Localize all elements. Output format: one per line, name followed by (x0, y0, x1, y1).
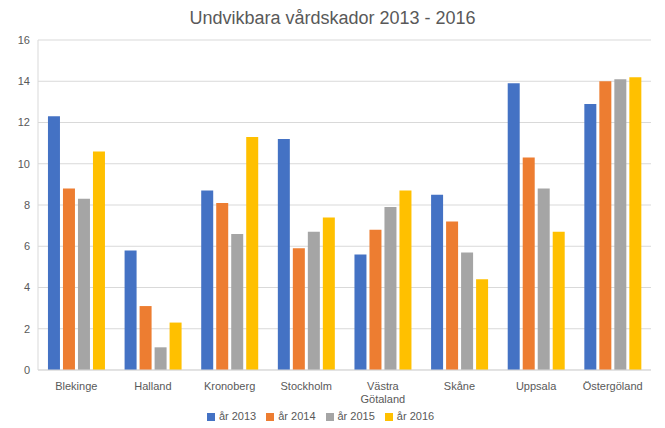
svg-text:Stockholm: Stockholm (281, 380, 332, 392)
svg-text:Skåne: Skåne (444, 380, 475, 392)
svg-text:Uppsala: Uppsala (516, 380, 557, 392)
svg-text:Halland: Halland (134, 380, 171, 392)
svg-text:Kronoberg: Kronoberg (204, 380, 255, 392)
html-text:år 2014: år 2014 (278, 410, 316, 422)
svg-text:4: 4 (24, 281, 30, 293)
html-text:Undvikbara vårdskador 2013 - 2: Undvikbara vårdskador 2013 - 2016 (189, 8, 476, 28)
svg-text:12: 12 (18, 116, 30, 128)
svg-text:2: 2 (24, 323, 30, 335)
svg-text:Blekinge: Blekinge (55, 380, 97, 392)
html-text:år 2015: år 2015 (337, 410, 375, 422)
html-text:år 2016: år 2016 (396, 410, 435, 422)
svg-text:8: 8 (24, 199, 30, 211)
svg-text:6: 6 (24, 240, 30, 252)
svg-text:10: 10 (18, 158, 30, 170)
svg-text:Östergöland: Östergöland (583, 380, 643, 392)
svg-text:14: 14 (18, 75, 30, 87)
svg-text:16: 16 (18, 34, 30, 46)
svg-text:VästraGötaland: VästraGötaland (360, 380, 405, 405)
svg-text:0: 0 (24, 364, 30, 376)
html-text:år 2013: år 2013 (218, 410, 257, 422)
